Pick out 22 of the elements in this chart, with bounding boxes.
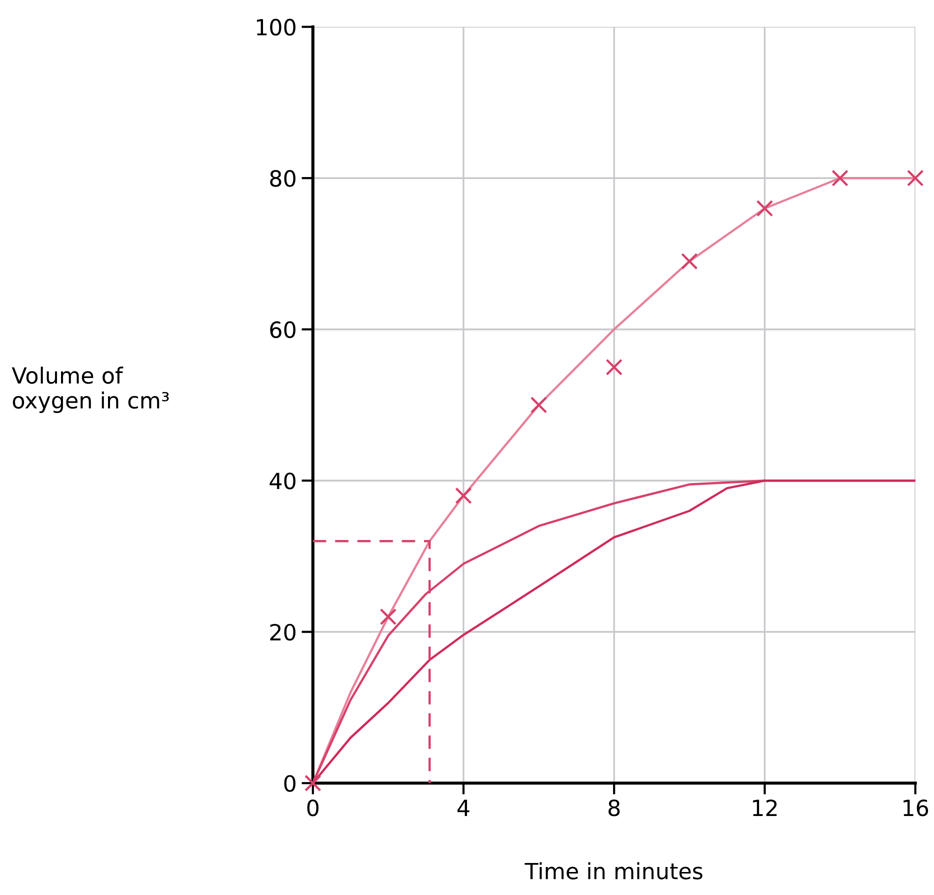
point <box>832 170 848 186</box>
x-tick-label: 4 <box>458 800 470 816</box>
point <box>606 358 622 376</box>
x-tick-label: 12 <box>753 799 777 816</box>
x-axis-title: Time in minutes <box>524 862 702 880</box>
y-tick-label: 40 <box>270 472 296 490</box>
point <box>530 396 548 414</box>
x-tick-label: 16 <box>904 799 928 816</box>
x-tick-label: 8 <box>608 799 620 816</box>
y-tick-label: 60 <box>270 321 296 338</box>
y-tick-label: 20 <box>270 624 296 641</box>
point <box>906 170 924 186</box>
y-tick-label: 0 <box>284 775 296 792</box>
x-tick-label: 0 <box>307 799 318 816</box>
y-axis-title: Volume of oxygen in cm³ <box>12 366 169 414</box>
point <box>380 608 397 626</box>
point <box>756 200 774 217</box>
y-tick-label: 80 <box>270 170 296 187</box>
point <box>455 487 472 504</box>
point <box>304 774 322 792</box>
point <box>681 252 698 270</box>
y-tick-label: 100 <box>256 18 296 36</box>
